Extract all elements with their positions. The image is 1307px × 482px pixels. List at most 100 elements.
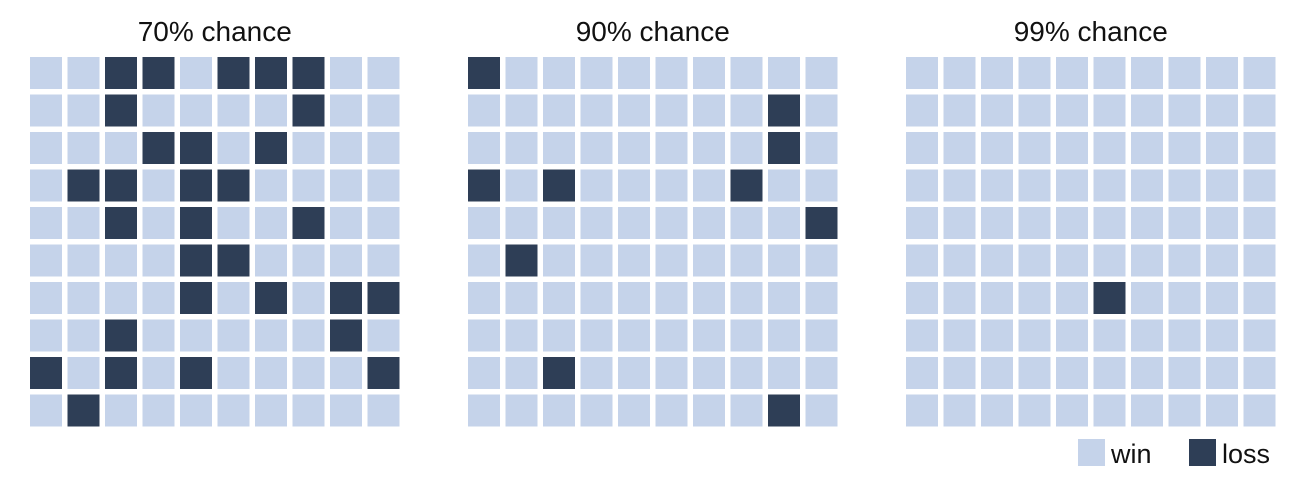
win-cell <box>1131 94 1163 127</box>
win-cell <box>906 132 938 164</box>
win-cell <box>655 57 688 89</box>
win-cell <box>580 169 613 202</box>
win-cell <box>505 57 538 89</box>
win-cell <box>330 94 362 127</box>
win-cell <box>217 94 250 127</box>
win-cell <box>1131 319 1163 352</box>
win-cell <box>1093 207 1126 239</box>
win-cell <box>1131 207 1163 239</box>
win-cell <box>1206 394 1238 427</box>
waffle-panel: 90% chance <box>468 16 838 427</box>
win-cell <box>1168 319 1201 352</box>
win-cell <box>906 244 938 277</box>
loss-cell <box>105 57 137 89</box>
loss-cell <box>67 394 100 427</box>
win-cell <box>730 57 763 89</box>
win-cell <box>1018 94 1051 127</box>
win-cell <box>67 319 100 352</box>
win-cell <box>768 319 800 352</box>
win-cell <box>1131 244 1163 277</box>
win-cell <box>330 394 362 427</box>
win-cell <box>1168 132 1201 164</box>
win-cell <box>906 94 938 127</box>
win-cell <box>1056 282 1088 314</box>
win-cell <box>730 244 763 277</box>
win-cell <box>693 244 725 277</box>
loss-cell <box>180 132 212 164</box>
win-cell <box>1243 394 1276 427</box>
win-cell <box>292 169 325 202</box>
loss-cell <box>292 57 325 89</box>
win-cell <box>906 169 938 202</box>
loss-cell <box>217 244 250 277</box>
win-cell <box>1243 207 1276 239</box>
win-cell <box>906 57 938 89</box>
loss-cell <box>180 282 212 314</box>
win-cell <box>981 57 1013 89</box>
win-cell <box>543 132 575 164</box>
win-cell <box>255 244 287 277</box>
loss-cell <box>105 169 137 202</box>
win-cell <box>981 282 1013 314</box>
win-cell <box>30 207 62 239</box>
win-cell <box>1206 244 1238 277</box>
loss-cell <box>255 282 287 314</box>
win-cell <box>655 357 688 389</box>
win-cell <box>67 282 100 314</box>
win-cell <box>768 244 800 277</box>
win-cell <box>292 132 325 164</box>
win-cell <box>981 319 1013 352</box>
win-cell <box>142 244 175 277</box>
win-cell <box>1056 57 1088 89</box>
win-cell <box>255 207 287 239</box>
win-cell <box>468 319 500 352</box>
win-cell <box>618 169 650 202</box>
win-cell <box>580 94 613 127</box>
win-cell <box>981 244 1013 277</box>
win-cell <box>367 244 400 277</box>
win-cell <box>655 282 688 314</box>
win-cell <box>693 57 725 89</box>
win-cell <box>1093 357 1126 389</box>
loss-cell <box>180 357 212 389</box>
win-cell <box>1056 132 1088 164</box>
loss-cell <box>768 394 800 427</box>
win-cell <box>1243 357 1276 389</box>
win-cell <box>1243 169 1276 202</box>
win-cell <box>468 132 500 164</box>
win-cell <box>330 207 362 239</box>
win-cell <box>943 207 976 239</box>
loss-cell <box>1093 282 1126 314</box>
win-cell <box>943 244 976 277</box>
win-cell <box>505 94 538 127</box>
win-cell <box>367 394 400 427</box>
win-cell <box>505 207 538 239</box>
win-cell <box>1206 357 1238 389</box>
win-cell <box>618 94 650 127</box>
win-cell <box>292 282 325 314</box>
waffle-panel: 99% chance <box>906 16 1276 427</box>
win-cell <box>67 57 100 89</box>
win-cell <box>580 394 613 427</box>
win-cell <box>1168 282 1201 314</box>
win-cell <box>468 207 500 239</box>
win-cell <box>367 207 400 239</box>
win-cell <box>30 244 62 277</box>
win-cell <box>805 357 838 389</box>
win-cell <box>330 357 362 389</box>
win-cell <box>981 207 1013 239</box>
win-cell <box>580 244 613 277</box>
win-cell <box>618 132 650 164</box>
loss-cell <box>768 132 800 164</box>
loss-cell <box>30 357 62 389</box>
win-cell <box>1093 319 1126 352</box>
win-cell <box>1018 282 1051 314</box>
win-cell <box>1056 94 1088 127</box>
loss-cell <box>505 244 538 277</box>
win-cell <box>543 282 575 314</box>
win-cell <box>1168 57 1201 89</box>
win-cell <box>1206 57 1238 89</box>
win-cell <box>30 169 62 202</box>
loss-cell <box>142 57 175 89</box>
